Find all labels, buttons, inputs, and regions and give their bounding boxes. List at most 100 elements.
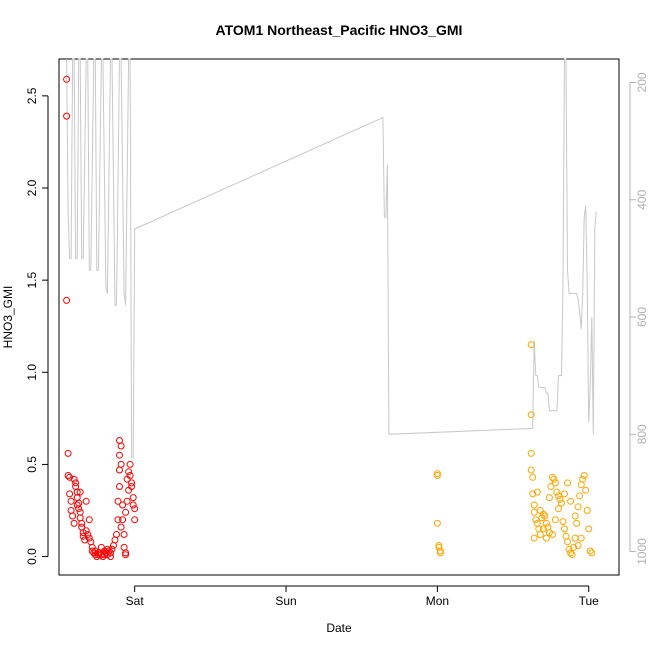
data-point: [577, 534, 585, 542]
data-point: [527, 466, 535, 474]
data-point: [126, 460, 134, 468]
data-point: [547, 483, 555, 490]
data-point: [76, 508, 84, 516]
data-point: [63, 75, 71, 83]
data-point: [433, 470, 441, 478]
data-point: [131, 505, 139, 513]
x-axis-label: Date: [326, 621, 352, 635]
data-point: [129, 501, 137, 509]
data-point: [107, 553, 114, 561]
data-point: [116, 483, 123, 490]
data-point: [433, 519, 441, 527]
data-point: [571, 534, 579, 542]
data-point: [533, 488, 541, 496]
pressure-line-group: [66, 58, 597, 459]
data-point: [85, 516, 93, 524]
y2-axis: 200 400 600 800 1000: [629, 72, 649, 565]
data-point: [548, 531, 556, 538]
data-point: [530, 508, 538, 516]
data-point: [561, 490, 568, 498]
data-point: [63, 112, 71, 120]
data-point: [567, 549, 575, 557]
data-point: [70, 519, 78, 527]
data-point: [67, 497, 75, 505]
data-point: [79, 532, 87, 540]
data-point: [548, 473, 556, 481]
x-tick-label: Sat: [126, 594, 145, 608]
x-tick-label: Tue: [579, 594, 600, 608]
data-point: [536, 531, 544, 538]
data-point: [530, 534, 538, 542]
y2-tick-label: 600: [635, 307, 649, 327]
data-point: [555, 492, 562, 500]
data-point: [586, 547, 594, 555]
data-point: [131, 516, 139, 524]
data-point: [529, 490, 537, 498]
data-point: [66, 473, 74, 481]
data-point: [530, 501, 538, 509]
data-point: [529, 473, 537, 481]
data-point: [75, 505, 83, 513]
data-point: [114, 516, 122, 524]
y-tick-label: 2.5: [25, 87, 39, 104]
y-tick-label: 1.5: [25, 271, 39, 288]
data-point: [66, 490, 74, 498]
data-point: [85, 534, 93, 542]
data-point: [541, 512, 549, 520]
data-point: [536, 507, 544, 514]
data-point: [128, 479, 136, 487]
data-point: [125, 486, 133, 494]
series-group: [63, 75, 596, 561]
data-point: [117, 460, 125, 468]
data-point: [87, 538, 95, 546]
data-point: [559, 518, 567, 526]
data-point: [542, 534, 550, 542]
data-point: [116, 466, 123, 474]
data-point: [117, 523, 125, 531]
plot-frame: [58, 58, 620, 576]
data-point: [565, 545, 573, 553]
data-point: [436, 547, 444, 555]
data-point: [580, 472, 588, 479]
x-axis: Sat Sun Mon Tue: [126, 585, 600, 608]
data-point: [129, 494, 137, 502]
data-point: [126, 472, 134, 479]
data-point: [117, 442, 125, 450]
data-point: [122, 508, 130, 516]
data-point: [532, 516, 540, 524]
data-point: [574, 503, 582, 511]
data-point: [573, 519, 581, 527]
data-point: [553, 488, 561, 496]
data-point: [545, 494, 553, 502]
data-point: [564, 538, 571, 546]
data-point: [97, 543, 105, 551]
data-point: [571, 512, 579, 520]
y-axis: 0.0 0.5 1.0 1.5 2.0 2.5: [25, 87, 49, 565]
data-point: [582, 486, 590, 494]
data-point: [542, 519, 550, 527]
data-point: [119, 501, 127, 509]
data-point: [122, 551, 130, 559]
data-point: [72, 483, 80, 490]
data-point: [551, 479, 559, 487]
data-point: [116, 451, 123, 459]
data-point: [125, 468, 133, 476]
data-point: [558, 499, 565, 507]
data-point: [91, 547, 99, 555]
data-point: [550, 475, 558, 483]
data-point: [64, 449, 72, 457]
y2-tick-label: 400: [635, 189, 649, 209]
data-point: [579, 475, 587, 483]
y2-tick-label: 800: [635, 424, 649, 444]
data-point: [84, 531, 92, 538]
data-point: [73, 501, 81, 509]
data-point: [585, 525, 593, 533]
data-point: [69, 512, 77, 520]
data-point: [527, 449, 535, 457]
data-point: [539, 525, 547, 533]
data-point: [556, 495, 564, 503]
data-point: [78, 519, 86, 527]
data-point: [82, 527, 90, 535]
